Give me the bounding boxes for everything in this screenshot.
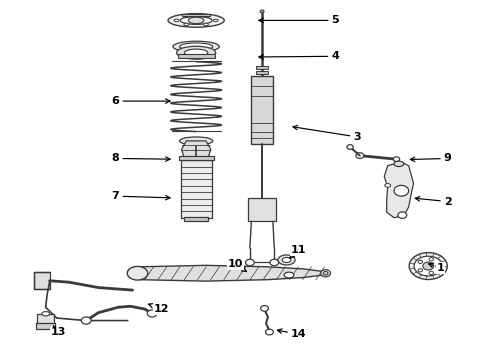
Ellipse shape (436, 265, 440, 268)
Ellipse shape (261, 306, 269, 311)
Bar (34, 272, 49, 289)
Bar (256, 66, 268, 69)
Bar (180, 160, 212, 218)
Ellipse shape (42, 312, 49, 316)
Ellipse shape (266, 329, 273, 335)
Ellipse shape (284, 272, 294, 278)
Ellipse shape (184, 49, 208, 56)
Text: 13: 13 (50, 326, 66, 337)
Ellipse shape (213, 19, 218, 22)
Bar (36, 323, 55, 329)
Ellipse shape (429, 271, 434, 275)
Ellipse shape (184, 23, 189, 26)
Text: 10: 10 (227, 259, 246, 271)
Ellipse shape (347, 145, 353, 149)
Ellipse shape (176, 46, 216, 59)
Ellipse shape (131, 269, 144, 277)
Text: 7: 7 (112, 191, 170, 201)
Bar (178, 156, 214, 160)
Text: 11: 11 (290, 245, 307, 258)
Ellipse shape (270, 259, 279, 266)
Ellipse shape (260, 10, 264, 13)
Ellipse shape (409, 253, 447, 279)
Ellipse shape (278, 255, 295, 265)
Ellipse shape (81, 317, 91, 324)
Ellipse shape (127, 266, 148, 280)
Text: 5: 5 (259, 15, 339, 26)
Ellipse shape (147, 310, 157, 317)
Text: 2: 2 (415, 197, 452, 207)
Ellipse shape (174, 19, 179, 22)
Ellipse shape (184, 15, 189, 18)
Ellipse shape (203, 15, 208, 18)
Ellipse shape (203, 23, 208, 26)
Bar (184, 217, 208, 221)
Ellipse shape (418, 260, 422, 264)
Text: 12: 12 (148, 303, 170, 314)
Ellipse shape (394, 185, 409, 196)
Ellipse shape (414, 256, 442, 276)
Ellipse shape (398, 212, 407, 219)
Polygon shape (181, 141, 211, 157)
Ellipse shape (168, 14, 224, 27)
Ellipse shape (135, 271, 140, 275)
Ellipse shape (323, 271, 328, 275)
Bar (251, 76, 273, 144)
Text: 6: 6 (112, 96, 170, 106)
Ellipse shape (356, 153, 364, 158)
Bar (37, 314, 54, 324)
Text: 4: 4 (259, 51, 340, 61)
Ellipse shape (282, 257, 291, 262)
Text: 1: 1 (429, 263, 444, 273)
Ellipse shape (393, 157, 400, 162)
Bar (248, 198, 276, 221)
Ellipse shape (173, 41, 220, 52)
Polygon shape (140, 265, 323, 281)
Ellipse shape (418, 269, 422, 272)
Ellipse shape (179, 43, 213, 50)
Bar (177, 54, 215, 58)
Ellipse shape (429, 258, 434, 261)
Ellipse shape (245, 259, 254, 266)
Text: 8: 8 (112, 153, 170, 163)
Ellipse shape (394, 161, 404, 167)
Ellipse shape (321, 270, 331, 277)
Polygon shape (384, 162, 414, 218)
Bar (182, 14, 210, 16)
Text: 9: 9 (410, 153, 452, 163)
Ellipse shape (423, 262, 434, 270)
Bar (256, 71, 268, 74)
Ellipse shape (179, 137, 213, 145)
Text: 14: 14 (277, 329, 307, 339)
Ellipse shape (180, 17, 212, 24)
Ellipse shape (188, 17, 204, 24)
Ellipse shape (385, 184, 391, 187)
Text: 3: 3 (293, 125, 361, 142)
